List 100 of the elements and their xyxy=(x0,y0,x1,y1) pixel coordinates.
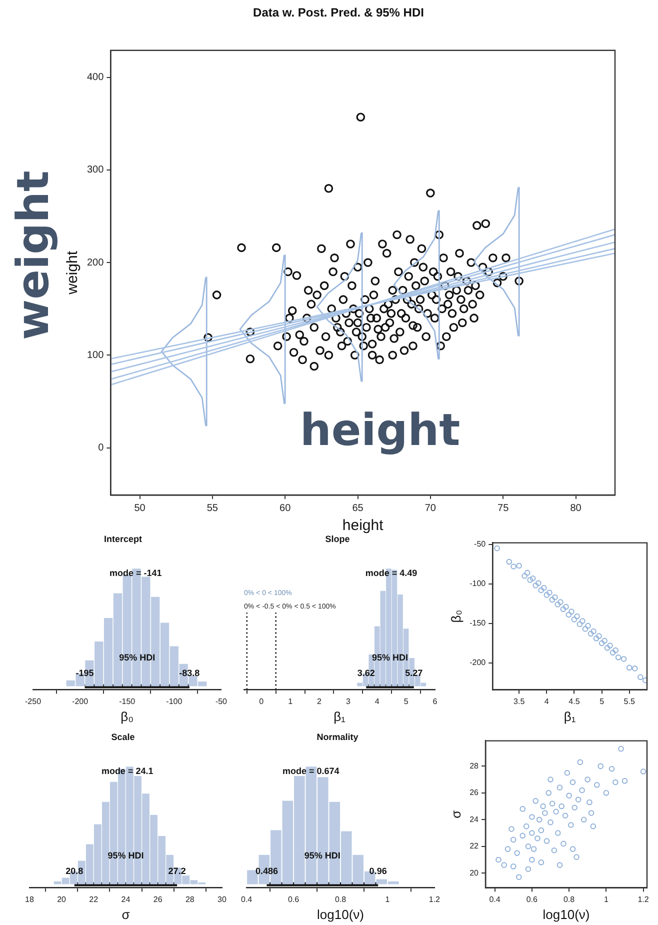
point xyxy=(574,613,580,620)
annotation: 27.2 xyxy=(168,866,186,876)
x-tick-label: 18 xyxy=(24,894,34,904)
x-tick-label: 2 xyxy=(317,696,322,706)
y-axis-title: σ xyxy=(448,810,464,818)
point xyxy=(554,830,561,836)
point xyxy=(548,776,554,782)
y-tick-label: 300 xyxy=(86,164,104,176)
point xyxy=(593,636,600,642)
point xyxy=(590,823,596,830)
x-tick-label: 5 xyxy=(600,696,605,706)
x-tick-label: 60 xyxy=(280,502,292,514)
point xyxy=(516,874,522,880)
point xyxy=(570,846,576,852)
x-axis-title: β₁ xyxy=(334,708,346,724)
point xyxy=(640,768,646,774)
annotation: -83.8 xyxy=(179,668,200,678)
point xyxy=(563,604,569,610)
point xyxy=(580,618,586,624)
y-tick-label: 22 xyxy=(470,842,480,851)
y-tick-label: 200 xyxy=(86,257,104,268)
x-tick-label: 1 xyxy=(385,894,390,904)
point xyxy=(607,642,613,648)
point xyxy=(510,564,516,570)
annotation: 3.62 xyxy=(357,668,375,678)
y-tick-label: 0 xyxy=(98,442,104,454)
point xyxy=(618,746,624,752)
point xyxy=(576,621,583,628)
annotation: 95% HDI xyxy=(304,850,340,861)
point xyxy=(586,799,592,806)
point xyxy=(615,654,622,660)
point xyxy=(520,806,526,812)
x-tick-label: 1 xyxy=(288,696,294,706)
point xyxy=(588,630,594,637)
point xyxy=(642,677,647,684)
x-axis-title: log10(ν) xyxy=(542,906,590,922)
point xyxy=(549,800,556,807)
point xyxy=(579,787,585,794)
point xyxy=(529,856,535,863)
x-tick-label: 3.5 xyxy=(514,696,526,706)
chart-title: Data w. Post. Pred. & 95% HDI xyxy=(253,6,424,20)
x-axis-title: σ xyxy=(122,906,130,922)
y-tick-label: 100 xyxy=(86,350,104,361)
y-axis-title: β₀ xyxy=(448,610,464,623)
x-tick-label: 4.5 xyxy=(568,696,580,706)
y-tick-label: 400 xyxy=(86,72,104,84)
x-tick-label: 4 xyxy=(544,696,550,706)
point xyxy=(510,864,516,870)
point xyxy=(553,808,559,815)
point xyxy=(549,596,556,603)
point xyxy=(560,606,566,612)
point xyxy=(560,840,566,847)
point xyxy=(514,850,520,856)
x-tick-label: 70 xyxy=(424,502,436,514)
annotation: -195 xyxy=(76,668,94,678)
x-tick-label: 26 xyxy=(153,894,163,904)
annotation: 20.8 xyxy=(66,866,84,876)
point xyxy=(530,846,537,852)
point xyxy=(546,790,552,796)
point xyxy=(548,819,554,826)
x-tick-label: 75 xyxy=(498,502,510,514)
point xyxy=(598,763,604,770)
point xyxy=(523,823,530,830)
point xyxy=(510,836,516,843)
x-tick-label: 24 xyxy=(121,894,131,904)
point xyxy=(632,666,638,672)
x-tick-label: -250 xyxy=(25,696,42,706)
point xyxy=(527,577,534,583)
point xyxy=(626,664,632,671)
point xyxy=(575,796,582,802)
chart-title: Slope xyxy=(325,534,350,544)
x-tick-label: -50 xyxy=(215,696,228,706)
point xyxy=(525,866,532,872)
point xyxy=(582,626,588,632)
point xyxy=(538,827,544,834)
point xyxy=(522,573,528,579)
x-tick-label: 0.6 xyxy=(526,894,538,904)
point xyxy=(566,792,572,798)
point xyxy=(538,860,544,866)
point xyxy=(501,862,507,868)
point xyxy=(571,616,578,622)
annotation: mode = -141 xyxy=(109,568,162,578)
x-tick-label: 0 xyxy=(259,696,264,706)
y-tick-label: -100 xyxy=(470,579,486,588)
x-tick-label: 0.4 xyxy=(489,894,501,904)
point xyxy=(604,645,610,651)
point xyxy=(529,830,535,836)
point xyxy=(544,838,550,844)
annotation: 95% HDI xyxy=(108,850,144,861)
x-tick-label: -100 xyxy=(166,696,183,706)
point xyxy=(508,826,514,832)
point xyxy=(590,628,596,634)
annotation: 95% HDI xyxy=(372,652,408,663)
point xyxy=(538,587,544,594)
x-tick-label: 0.8 xyxy=(563,894,576,904)
point xyxy=(496,856,502,863)
point xyxy=(532,582,539,588)
x-tick-label: 28 xyxy=(185,894,195,904)
point xyxy=(520,832,526,839)
x-tick-label: 1.2 xyxy=(428,894,441,904)
